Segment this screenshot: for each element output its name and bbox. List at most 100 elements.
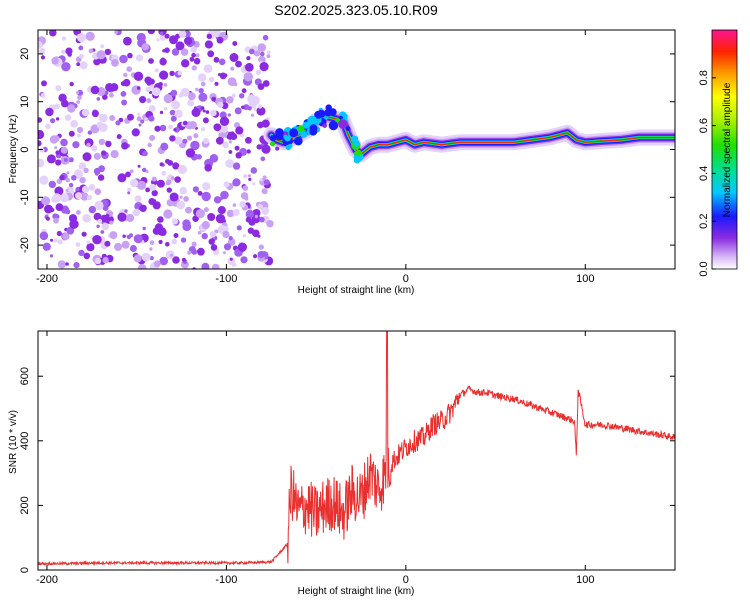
noise-speckle	[183, 196, 190, 202]
noise-speckle	[149, 134, 156, 141]
noise-speckle	[68, 157, 74, 163]
noise-speckle	[246, 149, 251, 154]
noise-speckle	[173, 128, 177, 132]
noise-speckle	[136, 32, 146, 43]
noise-speckle	[45, 107, 54, 117]
noise-speckle	[142, 167, 147, 173]
x-tick-label-2: 100	[576, 574, 594, 586]
noise-speckle	[192, 186, 199, 193]
noise-speckle	[258, 244, 264, 250]
noise-speckle	[248, 48, 255, 55]
ridge-blob	[289, 128, 299, 138]
ridge-blob	[309, 127, 318, 136]
noise-speckle	[42, 242, 51, 251]
noise-speckle	[72, 141, 80, 149]
noise-speckle	[267, 50, 271, 55]
noise-speckle	[140, 119, 145, 124]
noise-speckle	[163, 94, 173, 104]
noise-speckle	[211, 96, 217, 102]
noise-speckle	[179, 186, 187, 195]
noise-speckle	[65, 209, 71, 215]
y-tick-label-2: 600	[19, 367, 31, 385]
noise-speckle	[79, 176, 86, 184]
noise-speckle	[242, 233, 247, 238]
noise-speckle	[181, 257, 186, 262]
noise-speckle	[53, 238, 58, 243]
noise-speckle	[91, 110, 99, 118]
noise-speckle	[98, 113, 108, 123]
noise-speckle	[206, 33, 212, 39]
noise-speckle	[222, 251, 226, 255]
noise-speckle	[239, 201, 246, 208]
noise-speckle	[50, 207, 55, 213]
noise-speckle	[200, 106, 205, 110]
noise-speckle	[165, 181, 171, 186]
noise-speckle	[256, 106, 266, 116]
noise-speckle	[177, 164, 187, 175]
noise-speckle	[38, 41, 43, 49]
noise-speckle	[120, 91, 127, 97]
noise-speckle	[131, 131, 135, 135]
noise-speckle	[207, 50, 215, 58]
noise-speckle	[184, 37, 192, 45]
noise-speckle	[209, 154, 219, 163]
noise-speckle	[250, 113, 255, 117]
noise-speckle	[75, 192, 83, 200]
noise-speckle	[40, 55, 46, 60]
noise-speckle	[175, 41, 185, 51]
noise-speckle	[101, 150, 107, 156]
noise-speckle	[257, 43, 267, 52]
noise-speckle	[239, 93, 245, 99]
noise-speckle	[135, 130, 139, 134]
ridge-blob	[297, 125, 305, 133]
noise-speckle	[127, 191, 131, 195]
noise-speckle	[60, 49, 66, 55]
noise-speckle	[158, 239, 163, 245]
noise-speckle	[65, 177, 70, 183]
noise-speckle	[231, 93, 236, 98]
noise-speckle	[196, 154, 202, 160]
snr-series-line	[38, 331, 675, 567]
noise-speckle	[55, 85, 62, 92]
noise-speckle	[247, 174, 251, 178]
noise-speckle	[240, 192, 249, 200]
noise-speckle	[228, 236, 233, 241]
noise-speckle	[215, 214, 226, 224]
noise-speckle	[228, 140, 232, 144]
colorbar-tick-label: 0.2	[698, 214, 710, 229]
noise-speckle	[163, 83, 168, 87]
noise-speckle	[243, 72, 253, 82]
noise-speckle	[94, 200, 104, 211]
noise-speckle	[144, 117, 148, 121]
noise-speckle	[156, 179, 165, 188]
noise-speckle	[213, 196, 222, 204]
noise-speckle	[210, 109, 217, 117]
noise-speckle	[246, 56, 251, 61]
noise-speckle	[61, 61, 71, 72]
noise-speckle	[88, 205, 97, 214]
noise-speckle	[263, 179, 270, 186]
noise-speckle	[79, 61, 88, 70]
noise-speckle	[133, 234, 143, 244]
noise-speckle	[82, 152, 92, 162]
colorbar-tick-label: 0.0	[698, 261, 710, 276]
noise-speckle	[245, 216, 252, 223]
noise-speckle	[200, 81, 206, 87]
noise-speckle	[91, 145, 98, 152]
noise-speckle	[39, 147, 45, 153]
noise-speckle	[111, 59, 119, 67]
noise-speckle	[137, 164, 141, 168]
noise-speckle	[247, 227, 255, 234]
noise-speckle	[227, 238, 236, 246]
noise-speckle	[242, 185, 249, 191]
noise-speckle	[54, 103, 61, 110]
noise-speckle	[182, 219, 191, 228]
noise-speckle	[68, 182, 74, 188]
noise-speckle	[160, 31, 164, 35]
noise-speckle	[93, 212, 102, 221]
noise-speckle	[228, 150, 233, 154]
noise-speckle	[45, 216, 50, 221]
noise-speckle	[256, 144, 262, 150]
noise-speckle	[78, 45, 84, 51]
noise-speckle	[167, 160, 174, 166]
